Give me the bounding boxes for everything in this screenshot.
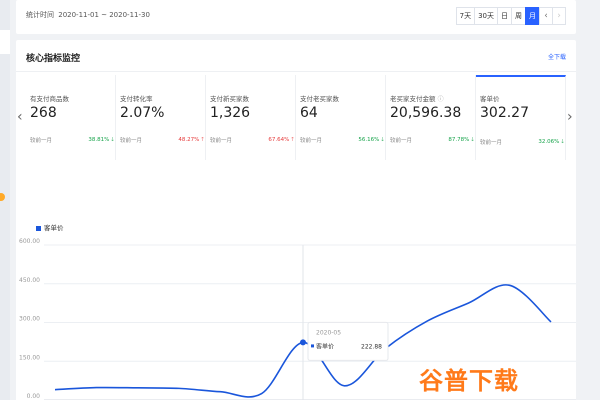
next-period-button[interactable]: › <box>552 7 566 25</box>
metric-label: 支付转化率 <box>120 95 153 103</box>
metric-value: 268 <box>30 105 57 121</box>
y-tick-label: 450.00 <box>19 277 40 284</box>
y-tick-label: 0.00 <box>27 393 41 400</box>
metric-card[interactable]: 客单价 302.27 较前一月 32.06% 🡓 <box>476 75 566 160</box>
metric-label: 有支付商品数 <box>30 95 69 103</box>
info-icon[interactable]: ⓘ <box>437 96 444 103</box>
metric-change: 32.06% 🡓 <box>538 139 564 145</box>
legend-swatch <box>36 225 41 231</box>
period-range: 2020-11-01 ~ 2020-11-30 <box>58 11 150 19</box>
period-label: 统计时间 <box>26 11 54 19</box>
metric-change: 67.64% 🡑 <box>268 137 294 143</box>
y-tick-label: 300.00 <box>19 316 40 323</box>
floating-dot[interactable] <box>0 193 5 201</box>
arrow-down-icon: 🡓 <box>561 139 564 145</box>
period-month-button[interactable]: 月 <box>525 7 540 25</box>
arrow-down-icon: 🡓 <box>381 137 384 143</box>
metric-value: 2.07% <box>120 105 165 121</box>
y-tick-label: 150.00 <box>19 354 40 361</box>
period-buttons: 7天 30天 日 周 月 ‹ › <box>455 7 566 25</box>
metric-label: 支付新买家数 <box>210 95 249 103</box>
tooltip-value: 222.88 <box>361 343 382 350</box>
filter-bar: 统计时间 2020-11-01 ~ 2020-11-30 7天 30天 日 周 … <box>16 0 576 34</box>
chart-tooltip <box>307 321 389 361</box>
metric-card[interactable]: 老买家支付金额 ⓘ 20,596.38 较前一月 87.78% 🡓 <box>386 75 476 160</box>
y-tick-label: 600.00 <box>19 238 40 245</box>
tooltip-date: 2020-05 <box>316 329 341 336</box>
metric-value: 20,596.38 <box>390 105 462 121</box>
metric-cards: 有支付商品数 268 较前一月 38.81% 🡓 支付转化率 2.07% 较前一月 48.27… <box>26 75 566 160</box>
watermark-logo: 谷普下载 <box>419 367 519 395</box>
period-7d-button[interactable]: 7天 <box>455 7 476 25</box>
highlighted-data-point <box>300 339 306 346</box>
metric-card[interactable]: 支付新买家数 1,326 较前一月 67.64% 🡑 <box>206 75 296 160</box>
metric-label: 支付老买家数 <box>300 95 339 103</box>
metric-compare: 较前一月 32.06% 🡓 <box>480 139 564 146</box>
metric-label: 客单价 <box>480 95 500 103</box>
metric-label: 老买家支付金额 ⓘ <box>390 95 444 103</box>
metric-value: 64 <box>300 105 318 121</box>
left-nav-strip <box>0 0 10 400</box>
metric-card[interactable]: 支付老买家数 64 较前一月 56.16% 🡓 <box>296 75 386 160</box>
core-metrics-panel: 核心指标监控 全下载 ‹ › 有支付商品数 268 较前一月 38.81% 🡓 支付转化… <box>16 40 576 400</box>
metric-change: 56.16% 🡓 <box>358 137 384 143</box>
metric-change: 48.27% 🡑 <box>178 137 204 143</box>
metric-compare: 较前一月 38.81% 🡓 <box>30 137 114 144</box>
metric-compare: 较前一月 67.64% 🡑 <box>210 137 294 144</box>
metric-change: 38.81% 🡓 <box>88 137 114 143</box>
nav-selected-indicator <box>0 30 10 54</box>
metric-compare: 较前一月 87.78% 🡓 <box>390 137 474 144</box>
metric-change: 87.78% 🡓 <box>448 137 474 143</box>
metric-card[interactable]: 有支付商品数 268 较前一月 38.81% 🡓 <box>26 75 116 160</box>
tooltip-series: 客单价 <box>316 342 334 350</box>
arrow-up-icon: 🡑 <box>201 137 204 143</box>
metric-value: 302.27 <box>480 105 529 121</box>
period-week-button[interactable]: 周 <box>511 7 526 25</box>
period-30d-button[interactable]: 30天 <box>474 7 498 25</box>
arrow-up-icon: 🡑 <box>291 137 294 143</box>
prev-period-button[interactable]: ‹ <box>539 7 553 25</box>
trend-line-chart: 0.00150.00300.00450.00600.002019-112019-… <box>19 238 576 400</box>
legend-label: 客单价 <box>44 224 64 232</box>
metric-compare: 较前一月 48.27% 🡑 <box>120 137 204 144</box>
tooltip-swatch <box>311 344 314 348</box>
metric-value: 1,326 <box>210 105 251 121</box>
arrow-down-icon: 🡓 <box>111 137 114 143</box>
panel-header: 核心指标监控 全下载 <box>16 40 576 72</box>
metric-compare: 较前一月 56.16% 🡓 <box>300 137 384 144</box>
period-day-button[interactable]: 日 <box>497 7 512 25</box>
period-display: 统计时间 2020-11-01 ~ 2020-11-30 <box>26 10 152 20</box>
panel-title: 核心指标监控 <box>26 54 81 64</box>
arrow-down-icon: 🡓 <box>471 137 474 143</box>
chart-legend[interactable]: 客单价 <box>36 222 64 232</box>
cards-prev-icon[interactable]: ‹ <box>17 109 23 125</box>
metric-card[interactable]: 支付转化率 2.07% 较前一月 48.27% 🡑 <box>116 75 206 160</box>
cards-next-icon[interactable]: › <box>567 109 573 125</box>
download-all-link[interactable]: 全下载 <box>547 54 566 61</box>
